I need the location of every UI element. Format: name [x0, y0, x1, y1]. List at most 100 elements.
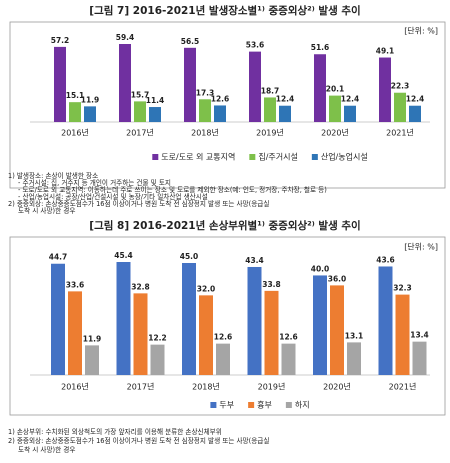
x-tick-label: 2018년 [191, 128, 219, 138]
footnote: 2) 중증외상: 손상중증도점수가 16점 이상이거나 병원 도착 전 심장정지… [8, 199, 269, 208]
data-label: 51.6 [311, 43, 330, 52]
legend-swatch [248, 402, 255, 408]
x-tick-label: 2018년 [192, 382, 220, 392]
bar [395, 294, 410, 375]
bar [314, 54, 326, 122]
legend-swatch [210, 402, 217, 408]
x-tick-label: 2016년 [61, 382, 89, 392]
x-tick-label: 2019년 [256, 128, 284, 138]
bar [313, 275, 327, 375]
bar [69, 102, 81, 122]
data-label: 32.3 [393, 284, 412, 293]
data-label: 12.4 [341, 95, 360, 104]
bar [264, 290, 279, 375]
x-tick-label: 2021년 [389, 382, 417, 392]
data-label: 12.4 [276, 95, 295, 104]
footnote: 1) 손상부위: 수치화된 외상척도의 가장 앞자리를 이용해 분류한 손상신체… [8, 427, 222, 436]
legend-label: 두부 [219, 401, 234, 410]
bar [279, 105, 291, 122]
bar [51, 263, 65, 375]
legend-swatch [249, 154, 256, 160]
bar [378, 266, 393, 375]
bar [199, 99, 211, 122]
data-label: 45.4 [114, 251, 133, 260]
data-label: 56.5 [181, 37, 200, 46]
data-label: 22.3 [391, 82, 410, 91]
x-tick-label: 2020년 [323, 382, 351, 392]
bar [68, 291, 82, 375]
data-label: 12.6 [211, 94, 230, 103]
bar [116, 262, 131, 375]
bar [184, 47, 196, 122]
bar [214, 105, 226, 122]
data-label: 18.7 [261, 86, 280, 95]
data-label: 13.4 [410, 331, 429, 340]
bar [149, 107, 161, 122]
data-label: 12.4 [406, 95, 425, 104]
data-label: 40.0 [311, 264, 330, 273]
data-label: 15.1 [66, 91, 85, 100]
footnote: 도착 시 사망)한 경우 [18, 206, 75, 215]
data-label: 12.6 [279, 333, 298, 342]
bar [54, 46, 66, 123]
x-tick-label: 2019년 [258, 382, 286, 392]
data-label: 53.6 [246, 41, 265, 50]
unit-label: [단위: %] [404, 242, 438, 252]
legend-label: 산업/농업시설 [321, 152, 368, 162]
legend-label: 집/주거시설 [258, 152, 298, 162]
data-label: 32.0 [197, 284, 216, 293]
bar [150, 344, 165, 375]
bar [394, 92, 406, 122]
bar [264, 97, 276, 122]
data-label: 17.3 [196, 88, 215, 97]
footnote: - 도로/도로 외 교통지역: 이동하는데 주로 쓰이는 장소 및 도로를 제외… [18, 185, 327, 194]
chart-frame [9, 21, 446, 189]
data-label: 11.9 [81, 95, 100, 104]
legend-swatch [311, 154, 318, 160]
data-label: 12.6 [214, 333, 233, 342]
data-label: 12.2 [148, 334, 167, 343]
bar [119, 44, 131, 122]
x-tick-label: 2021년 [386, 128, 414, 138]
unit-label: [단위: %] [404, 26, 438, 36]
data-label: 33.6 [66, 280, 85, 289]
bar [409, 105, 421, 122]
bar [281, 343, 296, 375]
legend-label: 흉부 [257, 400, 272, 410]
bar [329, 95, 341, 122]
data-label: 11.4 [146, 96, 165, 105]
bar [330, 285, 344, 375]
legend-swatch [152, 154, 159, 160]
data-label: 11.9 [83, 334, 102, 343]
data-label: 45.0 [180, 252, 199, 261]
data-label: 44.7 [49, 253, 68, 262]
bar [216, 343, 230, 375]
data-label: 49.1 [376, 47, 395, 56]
footnote: 2) 중증외상: 손상중증도점수가 16점 이상이거나 병원 도착 전 심장정지… [8, 436, 269, 445]
legend-label: 도로/도로 외 교통지역 [161, 152, 235, 162]
bar [344, 105, 356, 122]
bar [133, 293, 148, 375]
bar [247, 266, 262, 375]
data-label: 57.2 [51, 36, 70, 45]
x-tick-label: 2020년 [321, 128, 349, 138]
x-tick-label: 2016년 [61, 128, 89, 138]
legend-swatch [285, 402, 292, 408]
bar [85, 345, 99, 375]
data-label: 15.7 [131, 90, 150, 99]
bar [199, 295, 213, 375]
data-label: 59.4 [116, 33, 135, 42]
data-label: 20.1 [326, 85, 345, 94]
footnote: - 산업/농업시설: 공장/산업/건설시설 및 농장/기타 일차산업 생산시설 [18, 192, 208, 201]
chart-title: [그림 7] 2016-2021년 발생장소별¹⁾ 중증외상²⁾ 발생 추이 [89, 4, 360, 17]
data-label: 33.8 [262, 280, 281, 289]
data-label: 43.4 [245, 256, 264, 265]
footnote: 1) 발생장소: 손상이 발생한 장소 [8, 171, 98, 180]
data-label: 13.1 [345, 331, 364, 340]
bar [249, 51, 261, 122]
bar [412, 341, 427, 375]
footnote: 도착 시 사망)한 경우 [18, 445, 75, 454]
bar [347, 342, 361, 375]
bar [182, 262, 196, 375]
